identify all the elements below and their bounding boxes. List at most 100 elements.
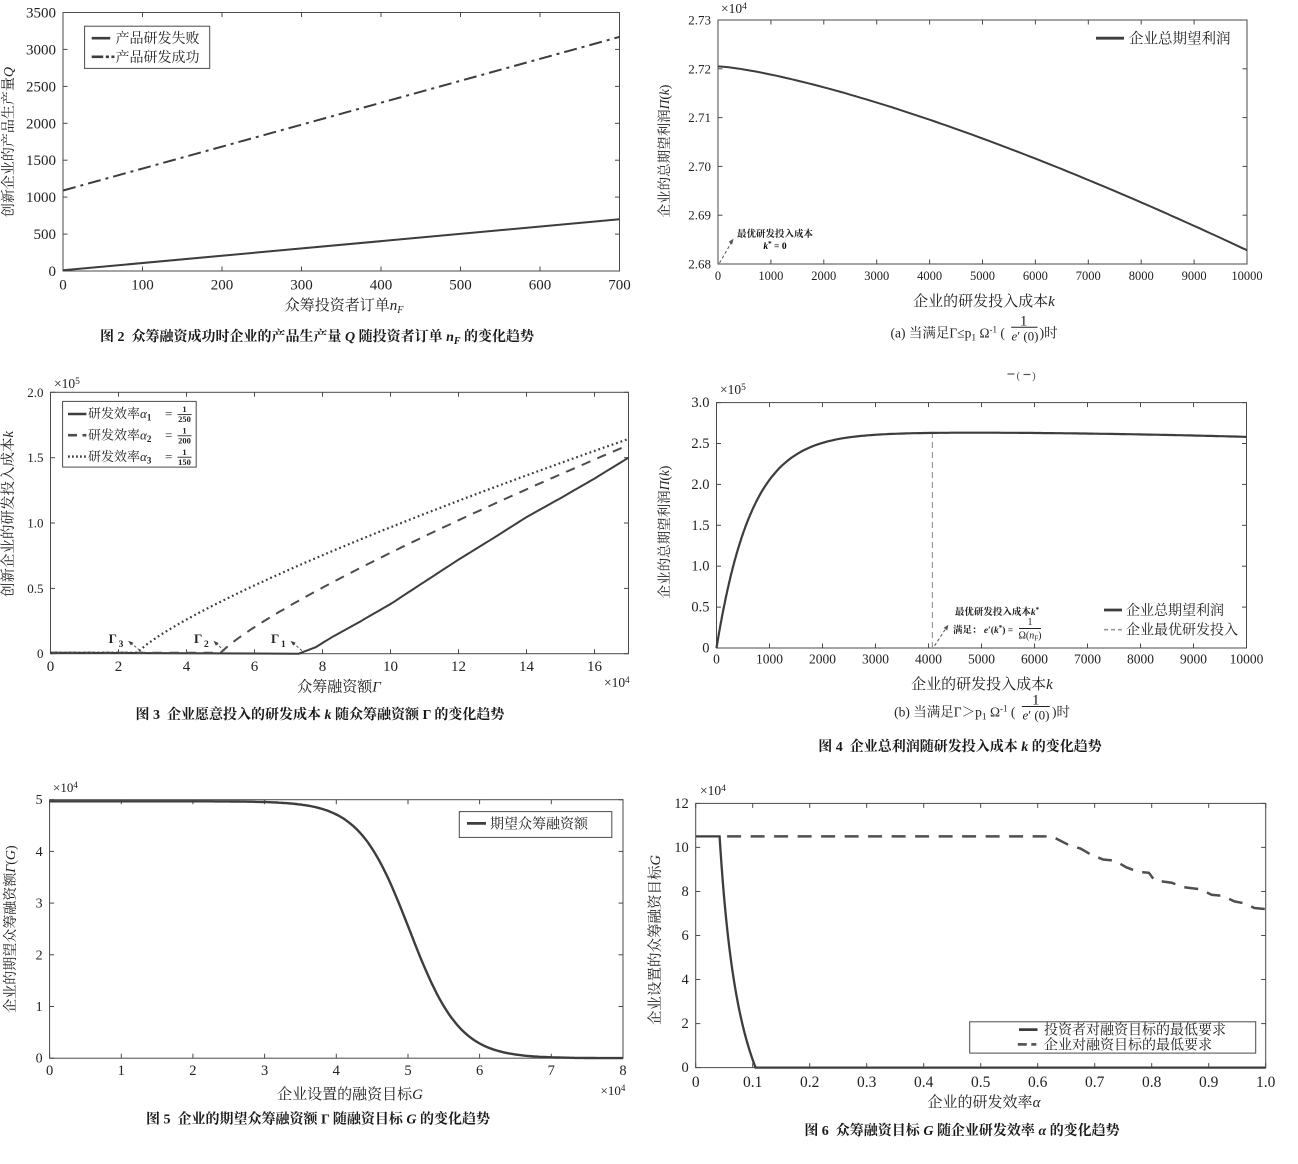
svg-text:0: 0 <box>36 1052 43 1067</box>
svg-text:6: 6 <box>681 928 688 944</box>
svg-text:企业的研发投入成本k: 企业的研发投入成本k <box>913 292 1055 310</box>
svg-text:2000: 2000 <box>26 116 56 132</box>
svg-text:=: = <box>165 449 172 464</box>
svg-text:0: 0 <box>713 652 720 667</box>
svg-text:): ) <box>1032 370 1036 382</box>
svg-text:1.0: 1.0 <box>1256 1074 1276 1091</box>
svg-text:4: 4 <box>333 1063 341 1079</box>
svg-text:2: 2 <box>36 948 43 963</box>
svg-text:×104: ×104 <box>601 1083 626 1098</box>
svg-text:3500: 3500 <box>26 6 56 22</box>
svg-text:最优研发投入成本: 最优研发投入成本 <box>737 228 814 240</box>
svg-text:8: 8 <box>319 659 327 675</box>
svg-text:700: 700 <box>608 278 631 294</box>
svg-text:3000: 3000 <box>26 42 56 58</box>
svg-text:5: 5 <box>404 1063 411 1079</box>
svg-text:1500: 1500 <box>26 153 56 169</box>
svg-text:10: 10 <box>674 840 689 856</box>
svg-text:9000: 9000 <box>1180 652 1207 667</box>
svg-text:600: 600 <box>529 278 552 294</box>
svg-text:5000: 5000 <box>970 269 995 283</box>
svg-text:0: 0 <box>702 641 709 657</box>
svg-text:3000: 3000 <box>864 269 889 283</box>
svg-text:9000: 9000 <box>1182 269 1207 283</box>
svg-text:图 4 企业总利润随研发投入成本 k 的变化趋势: 图 4 企业总利润随研发投入成本 k 的变化趋势 <box>818 738 1102 755</box>
svg-text:2.68: 2.68 <box>688 257 711 272</box>
svg-text:k* = 0: k* = 0 <box>763 240 786 252</box>
svg-text:1000: 1000 <box>26 190 56 206</box>
svg-text:2.71: 2.71 <box>688 110 711 125</box>
svg-text:3: 3 <box>261 1063 268 1079</box>
svg-text:6: 6 <box>251 659 259 675</box>
svg-text:2.72: 2.72 <box>688 61 711 76</box>
svg-text:(b) 当满足Γ＞p1 Ω-1 (: (b) 当满足Γ＞p1 Ω-1 ( <box>894 704 1016 723</box>
svg-text:0.5: 0.5 <box>27 581 43 596</box>
svg-text:7000: 7000 <box>1076 269 1101 283</box>
svg-text:500: 500 <box>449 278 472 294</box>
svg-text:8000: 8000 <box>1127 652 1154 667</box>
svg-text:企业的总期望利润Π(k): 企业的总期望利润Π(k) <box>656 85 672 218</box>
svg-text:企业的研发投入成本k: 企业的研发投入成本k <box>911 675 1053 693</box>
svg-text:8000: 8000 <box>1129 269 1154 283</box>
svg-text:1000: 1000 <box>756 652 783 667</box>
svg-text:企业设置的融资目标G: 企业设置的融资目标G <box>277 1086 423 1103</box>
svg-text:2.69: 2.69 <box>688 208 711 223</box>
svg-text:2000: 2000 <box>809 652 836 667</box>
svg-text:1: 1 <box>1032 693 1040 709</box>
svg-text:0: 0 <box>37 646 44 661</box>
svg-text:2: 2 <box>115 659 123 675</box>
svg-text:产品研发失败: 产品研发失败 <box>116 30 200 47</box>
svg-text:400: 400 <box>370 278 393 294</box>
svg-text:10000: 10000 <box>1230 652 1264 667</box>
svg-text:e′ (0): e′ (0) <box>1022 708 1049 723</box>
svg-text:×105: ×105 <box>720 382 746 397</box>
svg-text:2.0: 2.0 <box>691 477 709 493</box>
svg-text:0: 0 <box>49 264 57 280</box>
svg-text:4: 4 <box>681 972 689 988</box>
svg-text:×105: ×105 <box>54 376 80 391</box>
svg-text:2.0: 2.0 <box>27 385 43 400</box>
svg-text:Γ: Γ <box>109 631 117 646</box>
svg-text:250: 250 <box>178 414 191 424</box>
svg-text:(: ( <box>1017 370 1021 382</box>
svg-text:2: 2 <box>189 1063 196 1079</box>
svg-text:投资者对融资目标的最低要求: 投资者对融资目标的最低要求 <box>1044 1022 1226 1039</box>
svg-text:3000: 3000 <box>862 652 889 667</box>
svg-text:7000: 7000 <box>1074 652 1101 667</box>
svg-text:0.3: 0.3 <box>857 1074 877 1091</box>
svg-text:图 2 众筹融资成功时企业的产品生产量 Q 随投资者订单: 图 2 众筹融资成功时企业的产品生产量 Q 随投资者订单 nF 的变化趋势 <box>100 328 534 347</box>
svg-text:0: 0 <box>715 269 721 283</box>
svg-text:300: 300 <box>290 278 313 294</box>
svg-text:×104: ×104 <box>721 1 747 16</box>
svg-text:众筹融资额Γ: 众筹融资额Γ <box>297 679 382 696</box>
svg-text:)时: )时 <box>1052 705 1070 720</box>
svg-text:4000: 4000 <box>917 269 942 283</box>
svg-text:6000: 6000 <box>1023 269 1048 283</box>
svg-text:1000: 1000 <box>758 269 783 283</box>
svg-text:众筹投资者订单nF: 众筹投资者订单nF <box>285 296 405 316</box>
svg-text:企业的总期望利润Π(k): 企业的总期望利润Π(k) <box>656 466 672 599</box>
svg-text:5: 5 <box>36 793 43 808</box>
svg-text:0.5: 0.5 <box>971 1074 991 1091</box>
svg-text:200: 200 <box>178 435 191 445</box>
svg-text:0.2: 0.2 <box>800 1074 819 1091</box>
svg-text:3: 3 <box>36 897 43 912</box>
svg-text:0: 0 <box>59 278 67 294</box>
svg-text:2.73: 2.73 <box>688 13 711 28</box>
svg-text:满足： e′(k*) =: 满足： e′(k*) = <box>953 624 1016 636</box>
svg-text:图 3 企业愿意投入的研发成本 k 随众筹融资额 Γ 的变: 图 3 企业愿意投入的研发成本 k 随众筹融资额 Γ 的变化趋势 <box>136 706 505 723</box>
svg-text:研发效率α3: 研发效率α3 <box>88 449 152 466</box>
svg-text:150: 150 <box>178 457 191 467</box>
svg-text:×104: ×104 <box>604 675 630 690</box>
svg-text:4: 4 <box>36 845 43 860</box>
svg-text:8: 8 <box>681 884 688 900</box>
svg-text:研发效率α1: 研发效率α1 <box>88 406 152 423</box>
svg-text:=: = <box>165 406 172 421</box>
svg-text:6000: 6000 <box>1021 652 1048 667</box>
svg-text:0.8: 0.8 <box>1142 1074 1162 1091</box>
svg-text:企业对融资目标的最低要求: 企业对融资目标的最低要求 <box>1044 1036 1212 1053</box>
svg-text:0: 0 <box>47 659 55 675</box>
svg-text:4: 4 <box>183 659 191 675</box>
svg-text:图 5 企业的期望众筹融资额 Γ 随融资目标 G 的变化趋: 图 5 企业的期望众筹融资额 Γ 随融资目标 G 的变化趋势 <box>146 1111 490 1128</box>
svg-text:Γ: Γ <box>194 631 202 646</box>
